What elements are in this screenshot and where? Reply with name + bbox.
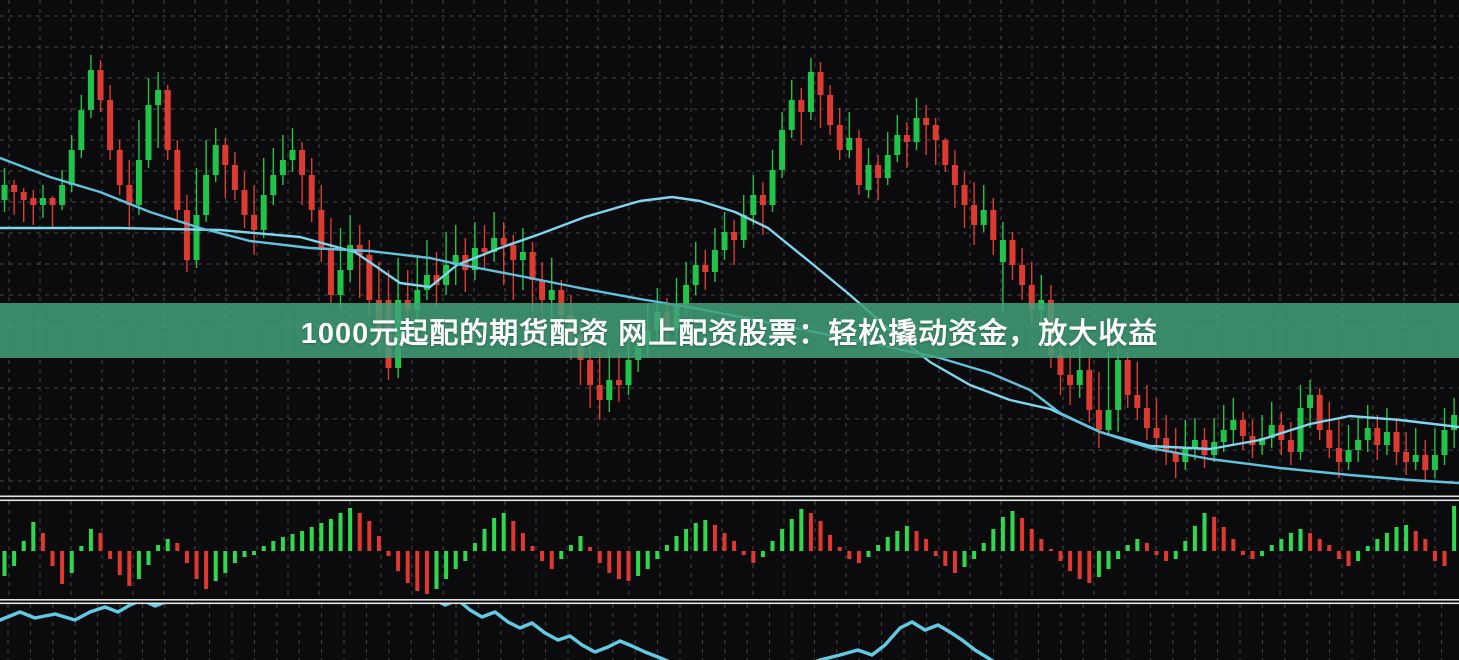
panel-separator-lines	[0, 495, 1459, 605]
headline-text: 1000元起配的期货配资 网上配资股票：轻松撬动资金，放大收益	[300, 317, 1159, 350]
grid-oscillator-panel	[7, 604, 1443, 660]
macd-histogram	[2, 506, 1457, 594]
grid-macd-panel	[8, 501, 1436, 599]
oscillator-line	[0, 604, 995, 660]
headline-banner[interactable]: 1000元起配的期货配资 网上配资股票：轻松撬动资金，放大收益	[0, 303, 1459, 358]
candlestick-series	[1, 55, 1458, 482]
